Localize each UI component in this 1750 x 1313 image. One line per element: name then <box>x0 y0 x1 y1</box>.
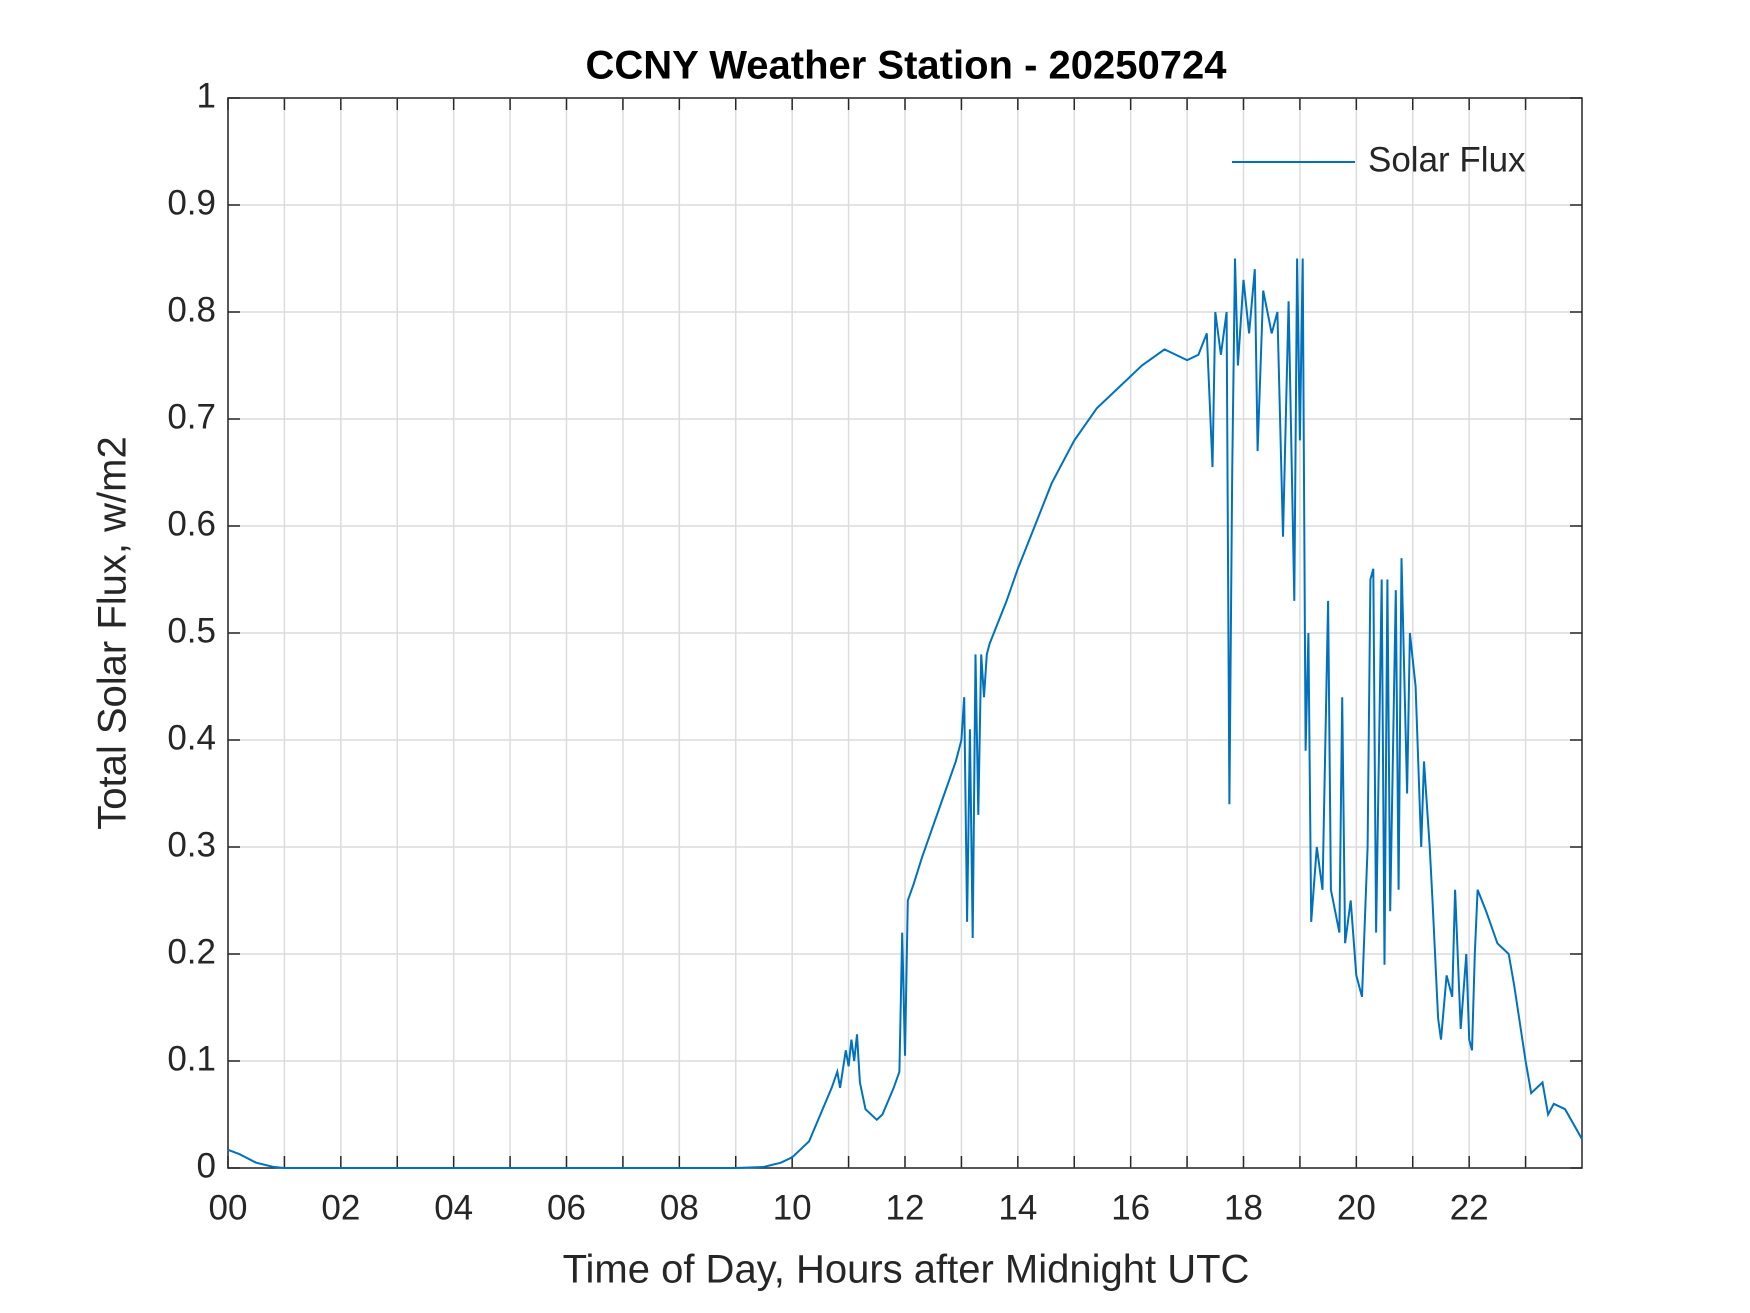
y-tick-label: 0.2 <box>167 932 216 971</box>
x-tick-label: 12 <box>886 1188 925 1227</box>
x-axis-label: Time of Day, Hours after Midnight UTC <box>563 1248 1250 1292</box>
x-tick-label: 06 <box>547 1188 586 1227</box>
y-axis-label: Total Solar Flux, w/m2 <box>91 436 135 829</box>
plot-frame <box>227 97 1583 1169</box>
y-tick-label: 0.5 <box>167 611 216 650</box>
x-tick-label: 14 <box>998 1188 1037 1227</box>
x-tick-label: 22 <box>1450 1188 1489 1227</box>
y-tick-label: 0.3 <box>167 825 216 864</box>
x-tick-label: 10 <box>773 1188 812 1227</box>
x-tick-label: 02 <box>321 1188 360 1227</box>
y-tick-label: 0.8 <box>167 290 216 329</box>
y-tick-label: 0.9 <box>167 183 216 222</box>
data-line <box>227 258 1583 1169</box>
x-tick-label: 08 <box>660 1188 699 1227</box>
chart-title: CCNY Weather Station - 20250724 <box>586 44 1228 88</box>
x-tick-label: 00 <box>209 1188 248 1227</box>
y-tick-label: 0.7 <box>167 397 216 436</box>
y-tick-label: 1 <box>197 76 216 115</box>
x-tick-label: 04 <box>434 1188 473 1227</box>
y-tick-label: 0.6 <box>167 504 216 543</box>
y-tick-label: 0.4 <box>167 718 216 757</box>
x-tick-label: 20 <box>1337 1188 1376 1227</box>
legend-label: Solar Flux <box>1368 140 1526 179</box>
x-tick-label: 16 <box>1111 1188 1150 1227</box>
y-tick-label: 0 <box>197 1146 216 1185</box>
x-tick-label: 18 <box>1224 1188 1263 1227</box>
y-tick-label: 0.1 <box>167 1039 216 1078</box>
